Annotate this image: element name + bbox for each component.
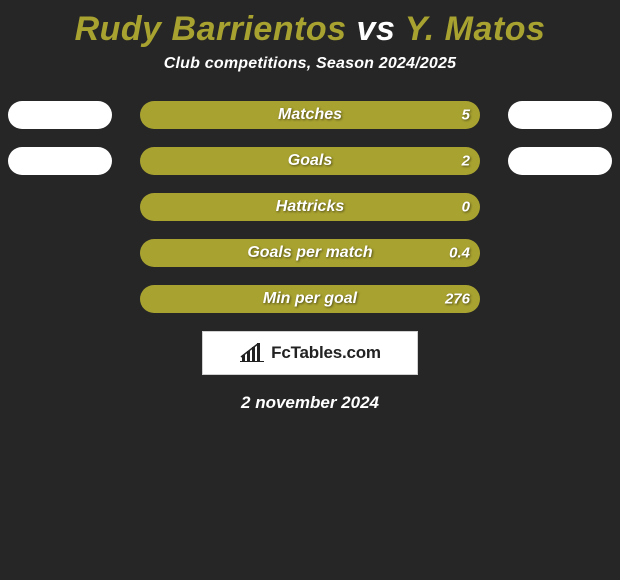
stat-row: Goals per match0.4 [0,239,620,267]
brand-text: FcTables.com [271,343,381,363]
left-ellipse [8,147,112,175]
center-bar [140,147,480,175]
center-bar [140,239,480,267]
comparison-subtitle: Club competitions, Season 2024/2025 [0,55,620,101]
stats-rows: Matches5 Goals2 Hattricks0 Goals per match0… [0,101,620,313]
center-bar [140,285,480,313]
player2-name: Y. Matos [405,10,546,48]
footer-date: 2 november 2024 [0,393,620,413]
stat-row: Min per goal276 [0,285,620,313]
right-ellipse [508,101,612,129]
center-bar [140,101,480,129]
right-ellipse [508,147,612,175]
stat-row: Matches5 [0,101,620,129]
stat-row: Hattricks0 [0,193,620,221]
brand-box: FcTables.com [202,331,418,375]
vs-text: vs [357,10,396,48]
left-ellipse [8,101,112,129]
player1-name: Rudy Barrientos [75,10,347,48]
center-bar [140,193,480,221]
stat-row: Goals2 [0,147,620,175]
bar-chart-icon [239,343,265,363]
comparison-title: Rudy Barrientos vs Y. Matos [0,0,620,55]
